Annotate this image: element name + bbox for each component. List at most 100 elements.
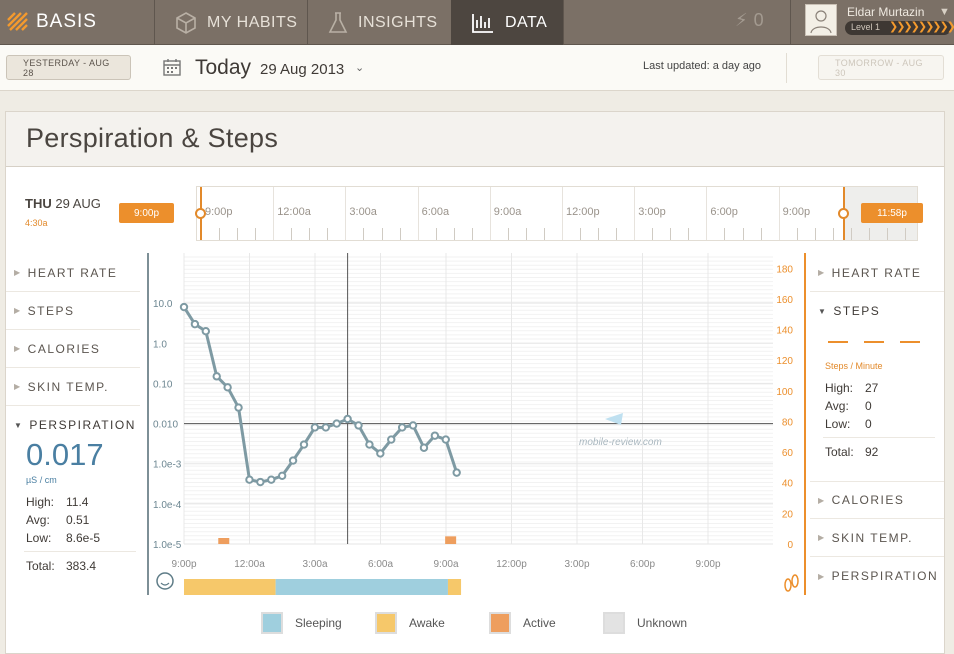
legend-unknown: Unknown <box>603 610 687 636</box>
perspiration-point <box>267 475 276 484</box>
right-metric-perspiration[interactable]: ▶ PERSPIRATION <box>810 557 944 595</box>
legend-sleeping: Sleeping <box>261 610 342 636</box>
x-tick-label: 6:00p <box>630 559 655 570</box>
timeline-tick <box>616 228 618 240</box>
timeline-range-selector[interactable]: 9:00p 12:00a 3:00a 6:00a 9:00a 12:00p 3:00p 6:0… <box>195 186 918 241</box>
tab-insights[interactable]: INSIGHTS <box>308 0 450 45</box>
points-counter[interactable]: ⚡ 0 <box>735 10 764 31</box>
timeline-tick <box>868 228 870 240</box>
metric-calories[interactable]: ▶ CALORIES <box>6 330 140 368</box>
timeline-tick <box>507 228 509 240</box>
sleep-face-mouth <box>160 582 170 586</box>
perspiration-point <box>332 419 341 428</box>
metric-steps[interactable]: ▶ STEPS <box>6 292 140 330</box>
perspiration-point <box>234 403 243 412</box>
x-tick-label: 9:00p <box>695 559 720 570</box>
steps-unit: Steps / Minute <box>825 361 883 371</box>
x-tick-label: 12:00p <box>496 559 527 570</box>
metric-label: HEART RATE <box>831 265 922 280</box>
y-left-tick-label: 0.10 <box>153 379 173 390</box>
basis-logo[interactable]: BASIS <box>6 10 146 34</box>
yesterday-button[interactable]: YESTERDAY - AUG 28 <box>6 55 131 80</box>
watermark-text: mobile-review.com <box>579 437 662 448</box>
y-right-tick-label: 20 <box>782 509 794 520</box>
caret-down-icon: ▼ <box>818 306 828 316</box>
range-end-handle-knob[interactable] <box>838 208 849 219</box>
y-left-tick-label: 1.0 <box>153 339 167 350</box>
tomorrow-button[interactable]: TOMORROW - AUG 30 <box>818 55 944 80</box>
range-start-label: 9:00p <box>133 207 160 219</box>
brand-name: BASIS <box>36 11 97 32</box>
calendar-icon[interactable] <box>163 58 181 76</box>
today-label: Today <box>195 56 252 79</box>
legend-label: Sleeping <box>295 616 342 630</box>
legend-swatch <box>489 612 511 634</box>
perspiration-avg: Avg: 0.51 <box>26 513 90 527</box>
perspiration-point <box>179 302 189 312</box>
metric-label: PERSPIRATION <box>831 569 939 583</box>
sleep-face-outline <box>156 572 174 590</box>
timeline-tick <box>688 228 690 240</box>
y-left-tick-label: 10.0 <box>153 299 173 310</box>
user-menu[interactable]: Eldar Murtazin ▼ Level 1 ❯❯❯❯❯❯❯❯❯ <box>805 4 954 40</box>
perspiration-point <box>288 456 298 465</box>
steps-low: Low: 0 <box>825 417 872 431</box>
right-metric-steps[interactable]: ▼ STEPS <box>810 292 944 330</box>
y-right-tick-label: 0 <box>787 540 793 551</box>
right-metric-heart-rate[interactable]: ▶ HEART RATE <box>810 254 944 292</box>
timeline-tick <box>237 228 239 240</box>
date-bar: YESTERDAY - AUG 28 Today 29 Aug 2013 ⌄ L… <box>0 45 954 91</box>
perspiration-steps-chart[interactable]: 9:00p 12:00a 3:00a 6:00a 9:00a 12:00p 3:00p 6:0… <box>147 253 806 595</box>
timeline-gridline <box>634 187 636 240</box>
timeline-tick <box>543 228 545 240</box>
range-end-flag[interactable]: 11:58p <box>861 203 923 223</box>
perspiration-point <box>408 421 418 430</box>
panel-header: Perspiration & Steps <box>6 112 944 167</box>
basis-logo-icon <box>7 12 28 31</box>
tab-my-habits[interactable]: MY HABITS <box>155 0 307 45</box>
timeline-tick-label: 3:00a <box>349 206 377 218</box>
timeline-gridline <box>273 187 275 240</box>
y-right-tick-label: 180 <box>776 264 793 275</box>
timeline-tick-label: 6:00a <box>421 206 450 218</box>
caret-right-icon: ▶ <box>14 268 22 277</box>
caret-right-icon: ▶ <box>14 382 22 391</box>
timeline-tick <box>832 228 834 240</box>
range-start-flag[interactable]: 9:00p <box>119 203 174 223</box>
tab-data[interactable]: DATA <box>451 0 563 45</box>
x-tick-label: 3:00a <box>302 559 327 570</box>
page-title: Perspiration & Steps <box>26 123 279 153</box>
perspiration-point <box>310 423 320 432</box>
y-right-tick-label: 100 <box>776 387 793 398</box>
timeline-tick <box>724 228 726 240</box>
steps-axis-marker-icon <box>805 335 806 347</box>
points-value: 0 <box>753 10 764 30</box>
chevron-down-icon[interactable]: ⌄ <box>355 62 365 74</box>
perspiration-point <box>245 475 254 484</box>
avatar <box>805 4 837 36</box>
metric-heart-rate[interactable]: ▶ HEART RATE <box>6 254 140 292</box>
range-start-handle-knob[interactable] <box>195 208 206 219</box>
date-selector[interactable]: 29 Aug 2013 <box>260 61 345 78</box>
metric-label: HEART RATE <box>27 265 118 280</box>
perspiration-point <box>299 440 309 449</box>
metric-perspiration[interactable]: ▼ PERSPIRATION <box>6 406 140 444</box>
tab-label: INSIGHTS <box>358 13 438 31</box>
timeline-tick-label: 12:00p <box>566 206 600 218</box>
perspiration-point <box>321 423 330 432</box>
timeline-tick <box>598 228 600 240</box>
timeline-tick <box>796 228 798 240</box>
cube-icon <box>176 11 196 34</box>
legend-active: Active <box>489 610 556 636</box>
timeline-tick <box>904 228 906 240</box>
timeline-gridline <box>562 187 563 240</box>
legend-swatch <box>603 612 625 634</box>
timeline-tick <box>435 228 437 240</box>
bolt-icon: ⚡ <box>735 10 748 30</box>
steps-bar <box>445 536 457 544</box>
tab-label: DATA <box>505 13 548 31</box>
right-metric-calories[interactable]: ▶ CALORIES <box>810 481 944 519</box>
timeline-day-name: THU <box>25 196 52 211</box>
metric-skin-temp[interactable]: ▶ SKIN TEMP. <box>6 368 140 406</box>
right-metric-skin-temp[interactable]: ▶ SKIN TEMP. <box>810 519 944 557</box>
